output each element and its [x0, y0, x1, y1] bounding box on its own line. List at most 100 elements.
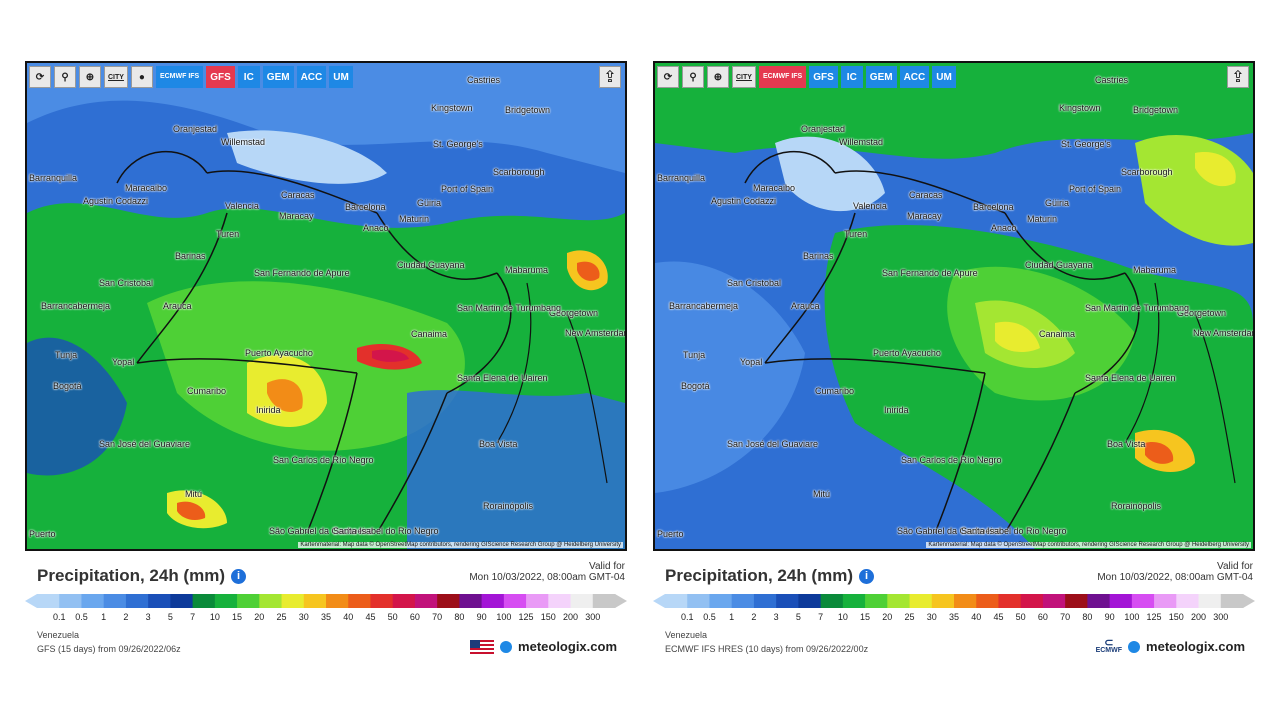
scale-swatch	[1065, 594, 1088, 608]
globe-icon	[500, 640, 513, 653]
city-label: Cumaribo	[187, 386, 227, 396]
scale-swatch	[687, 594, 710, 608]
city-label: Anaco	[991, 223, 1017, 233]
city-label: Barrancabermeja	[41, 301, 111, 311]
scale-swatch	[59, 594, 82, 608]
city-label: Scarborough	[1121, 167, 1173, 177]
city-label: Valencia	[225, 201, 259, 211]
scale-swatch	[709, 594, 733, 608]
scale-tick-label: 50	[1015, 612, 1026, 622]
scale-tick-label: 30	[298, 612, 309, 622]
scale-tick-label: 300	[585, 612, 601, 622]
city-label: Maturin	[1027, 214, 1058, 224]
model-button-um[interactable]: UM	[932, 66, 956, 88]
model-button-acc[interactable]: ACC	[296, 66, 327, 88]
model-button-ecmwf-ifs[interactable]: ECMWF IFS	[758, 66, 807, 88]
city-label: Puerto	[29, 529, 56, 539]
scale-tick-label: 70	[432, 612, 443, 622]
scale-tick-label: 0.1	[680, 612, 694, 622]
dot-icon[interactable]: ●	[130, 66, 153, 88]
model-button-ecmwf-ifs[interactable]: ECMWF IFS	[155, 66, 204, 88]
scale-tick-label: 5	[795, 612, 801, 622]
city-label: Santa Elena de Uairen	[457, 373, 548, 383]
scale-arrow-right	[615, 594, 627, 608]
scale-swatch	[820, 594, 844, 608]
refresh-icon[interactable]: ⟳	[657, 66, 679, 88]
scale-tick-label: 40	[971, 612, 982, 622]
model-button-gem[interactable]: GEM	[865, 66, 897, 88]
city-toggle-button[interactable]: CITY	[104, 66, 128, 88]
zoom-icon[interactable]: ⊕	[707, 66, 729, 88]
city-toggle-button[interactable]: CITY	[732, 66, 756, 88]
brand-text[interactable]: meteologix.com	[1146, 639, 1245, 654]
map-toolbar: ⟳ ⚲ ⊕ CITY ECMWF IFS GFS IC GEM ACC UM	[657, 66, 956, 88]
model-button-um[interactable]: UM	[329, 66, 353, 88]
scale-swatch	[326, 594, 349, 608]
city-label: São Gabriel da Cachoeira	[269, 526, 373, 536]
scale-swatch	[887, 594, 911, 608]
city-label: Willemstad	[839, 137, 884, 147]
scale-tick-label: 300	[1213, 612, 1229, 622]
city-label: Anaco	[363, 223, 389, 233]
city-label: Port of Spain	[441, 184, 494, 194]
city-label: Güiria	[1045, 198, 1070, 208]
scale-swatch	[1109, 594, 1133, 608]
title-text: Precipitation, 24h (mm)	[37, 566, 225, 585]
scale-tick-label: 0.1	[52, 612, 66, 622]
city-label: Barranquilla	[29, 173, 78, 183]
zoom-icon[interactable]: ⊕	[79, 66, 101, 88]
scale-tick-label: 125	[518, 612, 534, 622]
scale-swatch	[370, 594, 394, 608]
scale-swatch	[753, 594, 777, 608]
model-button-gem[interactable]: GEM	[262, 66, 294, 88]
model-button-gfs[interactable]: GFS	[809, 66, 838, 88]
scale-tick-label: 200	[1191, 612, 1207, 622]
city-label: San Cristobal	[727, 278, 782, 288]
model-button-ic[interactable]: IC	[840, 66, 863, 88]
scale-tick-label: 80	[1082, 612, 1093, 622]
gfs-precipitation-map[interactable]: ⟳ ⚲ ⊕ CITY ● ECMWF IFS GFS IC GEM ACC UM…	[25, 61, 627, 551]
city-label: Arauca	[791, 301, 820, 311]
city-label: Tunja	[683, 350, 706, 360]
us-flag-icon	[470, 639, 495, 654]
city-label: Puerto	[657, 529, 684, 539]
scale-swatch	[526, 594, 549, 608]
info-icon[interactable]: i	[858, 568, 874, 584]
ecmwf-precipitation-map[interactable]: ⟳ ⚲ ⊕ CITY ECMWF IFS GFS IC GEM ACC UM ⇪…	[653, 61, 1255, 551]
brand-text[interactable]: meteologix.com	[518, 639, 617, 654]
refresh-icon[interactable]: ⟳	[29, 66, 51, 88]
scale-swatch	[37, 594, 60, 608]
scale-tick-label: 40	[343, 612, 354, 622]
city-label: Inirida	[884, 405, 909, 415]
brand: meteologix.com	[470, 639, 617, 654]
city-label: Caracas	[909, 190, 943, 200]
scale-swatch	[909, 594, 933, 608]
map-pin-icon[interactable]: ⚲	[54, 66, 76, 88]
city-label: Barinas	[175, 251, 206, 261]
city-label: Kingstown	[431, 103, 473, 113]
model-button-ic[interactable]: IC	[237, 66, 260, 88]
city-label: Willemstad	[221, 137, 266, 147]
city-label: Barrancabermeja	[669, 301, 739, 311]
city-label: Rorainópolis	[483, 501, 534, 511]
share-icon[interactable]: ⇪	[1227, 66, 1249, 88]
info-icon[interactable]: i	[230, 568, 246, 584]
scale-tick-label: 200	[563, 612, 579, 622]
scale-tick-label: 20	[254, 612, 265, 622]
scale-swatch	[503, 594, 527, 608]
city-label: Port of Spain	[1069, 184, 1122, 194]
city-label: Rorainópolis	[1111, 501, 1162, 511]
city-label: Maturin	[399, 214, 430, 224]
city-label: Barinas	[803, 251, 834, 261]
model-button-gfs[interactable]: GFS	[206, 66, 235, 88]
model-button-acc[interactable]: ACC	[899, 66, 930, 88]
ecmwf-logo: ⊂ ECMWF	[1095, 637, 1123, 654]
chart-title: Precipitation, 24h (mm) i	[665, 566, 874, 586]
city-label: Turen	[844, 229, 868, 239]
share-icon[interactable]: ⇪	[599, 66, 621, 88]
valid-time: Valid for Mon 10/03/2022, 08:00am GMT-04	[469, 561, 625, 583]
scale-tick-label: 25	[276, 612, 287, 622]
city-label: Castries	[467, 75, 501, 85]
map-pin-icon[interactable]: ⚲	[682, 66, 704, 88]
ecmwf-logo-text: ECMWF	[1095, 646, 1123, 654]
